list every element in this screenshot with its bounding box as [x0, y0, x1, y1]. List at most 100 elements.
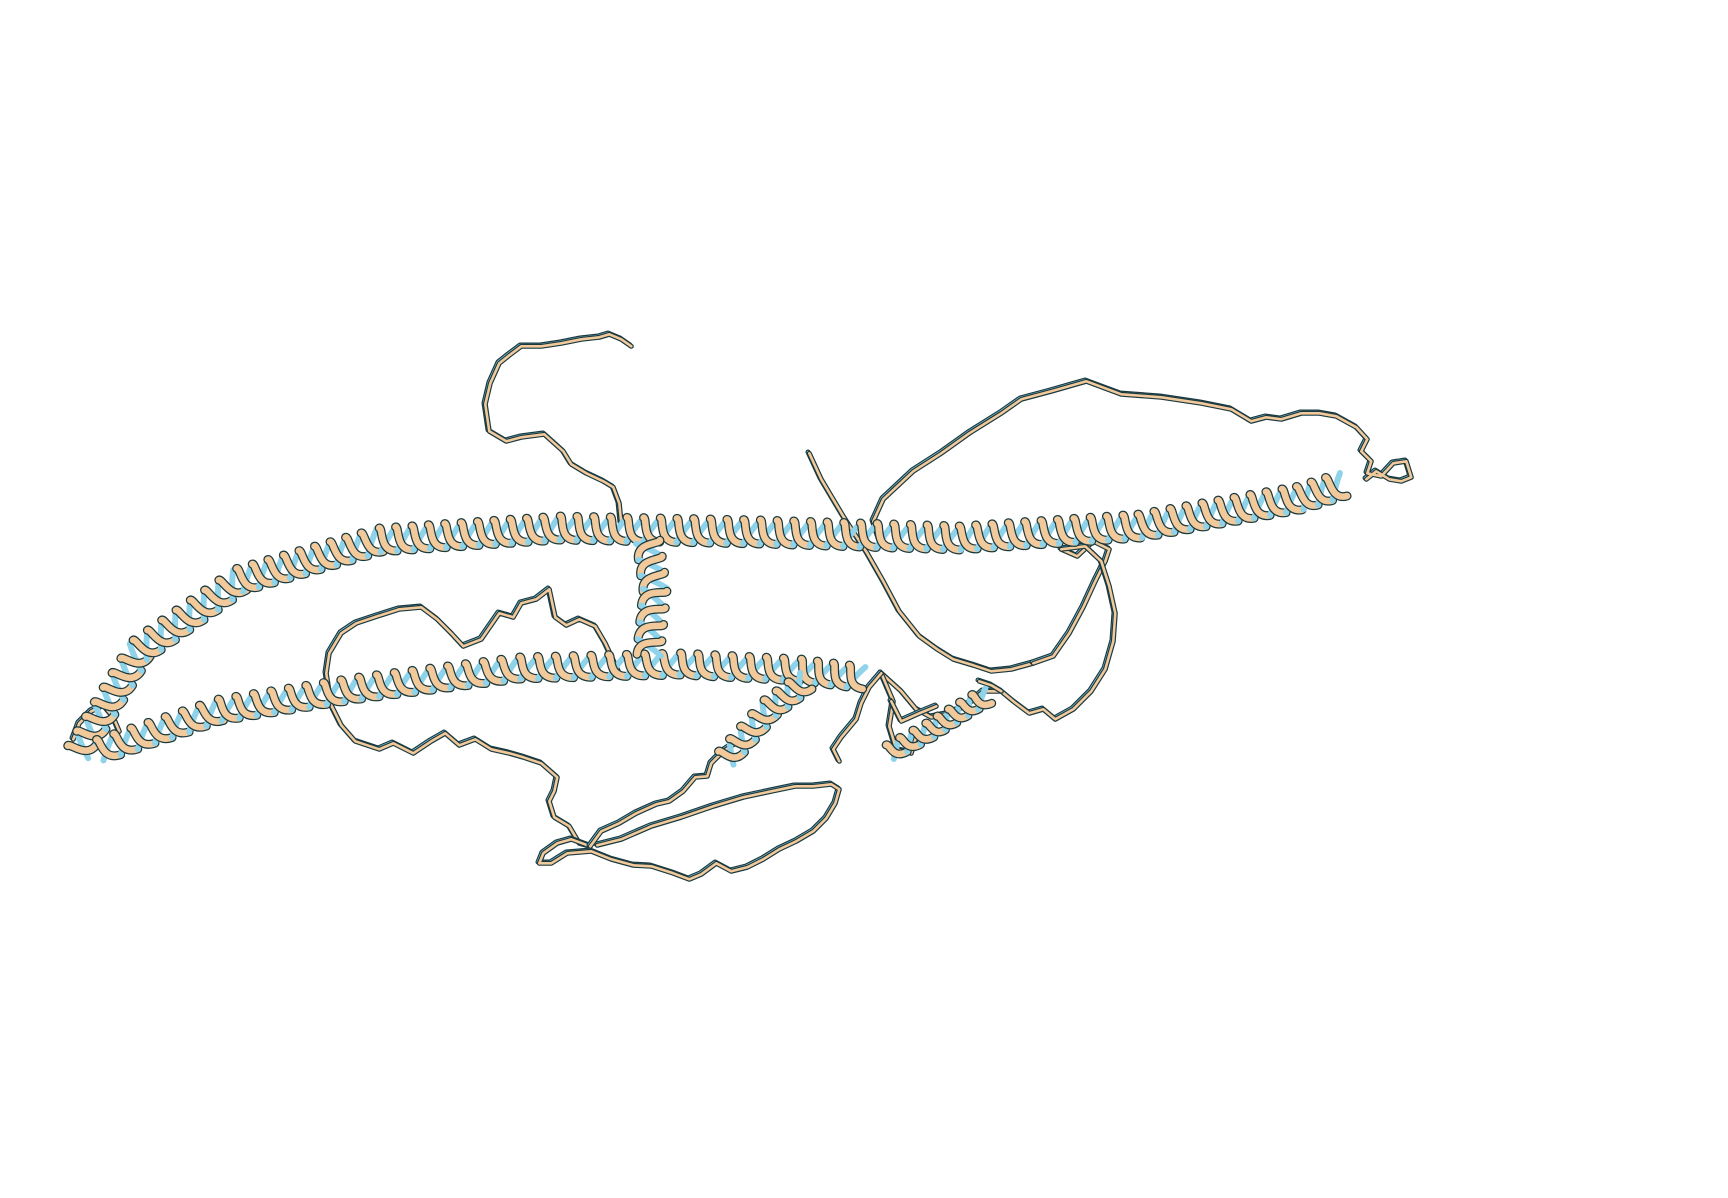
coil-loop: [324, 587, 621, 848]
helix-turn-front: [638, 587, 671, 609]
helix-turn-front: [790, 517, 813, 549]
helix-turn-front: [1037, 517, 1063, 547]
helix-turn-front: [830, 659, 850, 691]
helix-turn-front: [1214, 496, 1242, 525]
helix-turn-front: [728, 652, 752, 682]
helix-turn-front: [1230, 494, 1258, 522]
helix-turn-front: [311, 542, 340, 569]
helix-turn-front: [1119, 511, 1145, 542]
helix-turn-front: [1198, 499, 1226, 528]
helix-turn-front: [972, 521, 997, 552]
helix-turn-front: [656, 514, 680, 546]
helix-turn-front: [390, 669, 418, 696]
helix-turn-front: [772, 687, 804, 705]
helix-turn-front: [201, 586, 236, 606]
helix-turn-front: [267, 687, 295, 714]
helix-turn-front: [635, 537, 664, 563]
helix-turn-front: [285, 684, 313, 711]
helix-turn-front: [780, 654, 803, 685]
helix-turn-front: [857, 519, 880, 551]
helix-turn-front: [425, 521, 450, 551]
helix-turn-front: [988, 520, 1014, 550]
helix-turn-front: [634, 621, 667, 643]
helix-turn-front: [172, 606, 208, 626]
helix-turn-front: [441, 520, 466, 550]
helix-turn-front: [280, 551, 309, 578]
helix-turn-front: [760, 696, 792, 714]
coil-loop: [537, 782, 841, 881]
helix-turn-front: [1054, 516, 1079, 546]
helix-turn-front: [342, 534, 371, 560]
helix-turn-front: [823, 518, 847, 550]
helix-turn-front: [158, 616, 193, 636]
helix-turn-front: [129, 636, 165, 656]
helix-turn-back: [843, 664, 869, 690]
helix-turn-front: [882, 741, 911, 758]
helix-turn-front: [745, 653, 769, 683]
helix-turn-front: [690, 515, 714, 547]
helix-turn-front: [726, 735, 759, 749]
helix-turn-front: [890, 520, 913, 552]
helix-turn-front: [110, 730, 142, 754]
helix-turn-front: [1278, 485, 1306, 514]
helix-turn-front: [552, 652, 577, 681]
helix-turn-front: [161, 713, 193, 737]
helix-turn-front: [1134, 510, 1162, 539]
helix-turn-front: [784, 678, 816, 696]
helix-turn-front: [1021, 518, 1046, 548]
helix-turn-front: [873, 520, 897, 552]
helix-turn-front: [457, 519, 483, 549]
helix-turn-front: [73, 725, 110, 740]
helix-turn-front: [922, 719, 949, 736]
helix-turn-front: [636, 604, 669, 626]
coil-loop: [871, 379, 1413, 547]
coil-loop: [831, 671, 883, 763]
helix-turn-front: [1246, 491, 1274, 519]
helix-turn-front: [723, 516, 747, 547]
coil-loop-outline: [482, 331, 634, 526]
helix-turn-front: [807, 518, 830, 550]
helix-turn-front: [93, 736, 124, 760]
helix-turn-front: [706, 515, 730, 547]
helix-turn-front: [798, 655, 818, 687]
helix-turn-front: [573, 513, 597, 544]
helix-turn-front: [426, 664, 454, 692]
helix-turn-front: [337, 676, 365, 703]
coil-loop: [588, 741, 737, 848]
coil-loop: [977, 679, 1003, 693]
helix-turn-front: [479, 658, 507, 685]
helix-turn-front: [757, 516, 780, 548]
helix-turn-front: [497, 656, 525, 683]
helix-turn-front: [590, 513, 614, 545]
helix-turn-front: [711, 651, 735, 681]
helix-turn-front: [737, 722, 770, 736]
helix-turn-front: [144, 626, 179, 646]
coil-loop-outline: [535, 780, 841, 881]
helix-segments: [63, 470, 1352, 768]
helix-turn-back: [635, 636, 664, 659]
helix-turn-front: [623, 651, 648, 680]
helix-turn-front: [91, 696, 127, 711]
helix-turn-front: [534, 653, 560, 682]
helix-turn-front: [108, 667, 145, 681]
helix-turn-front: [373, 671, 401, 698]
helix-turn-front: [326, 538, 356, 565]
helix-turn-front: [840, 519, 863, 551]
helix-turn-front: [605, 651, 631, 680]
coil-loop-outline: [481, 330, 633, 525]
helix-turn-front: [907, 521, 930, 553]
helix-turn-front: [490, 517, 515, 547]
helix-turn-front: [556, 512, 580, 544]
coil-loop: [889, 699, 938, 723]
coil-loop-outline: [323, 586, 622, 849]
helix-turn-front: [909, 727, 938, 743]
helix-turn-front: [606, 513, 630, 545]
coil-loop-outline: [322, 585, 621, 848]
helix-turn-back: [1329, 470, 1343, 504]
helix-turn-front: [1086, 514, 1112, 544]
helix-turn-front: [1293, 483, 1322, 509]
helix-turn-front: [933, 712, 960, 729]
helix-turn-front: [694, 650, 717, 680]
